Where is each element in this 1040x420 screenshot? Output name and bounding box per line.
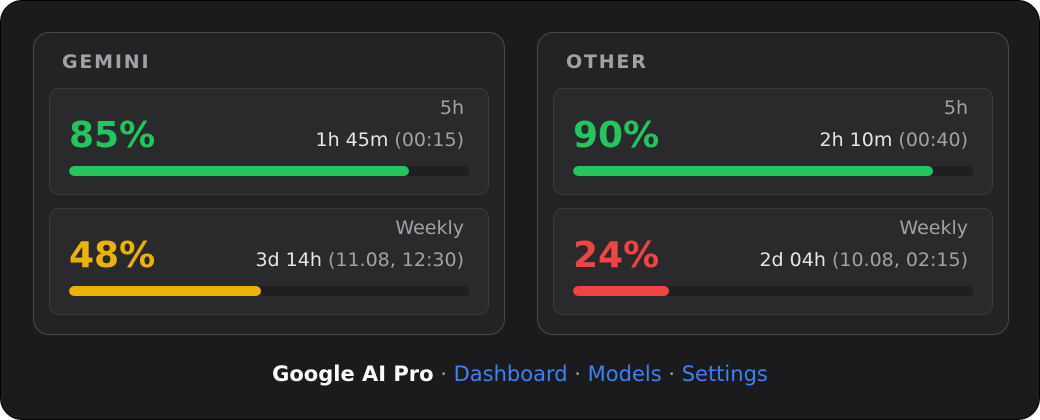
percent: 48% bbox=[69, 235, 156, 276]
progress-fill bbox=[573, 286, 669, 296]
footer-link[interactable]: Settings bbox=[681, 362, 768, 386]
panel: GEMINI 85% 5h 1h 45m (00:15) 48% Weekly 3d 14h… bbox=[33, 32, 505, 335]
footer-link[interactable]: Dashboard bbox=[453, 362, 568, 386]
limit-card: 24% Weekly 2d 04h (10.08, 02:15) bbox=[553, 208, 993, 315]
remaining-time: 2h 10m bbox=[819, 129, 893, 151]
progress-track bbox=[69, 286, 469, 296]
period: Weekly bbox=[899, 217, 968, 239]
limit-card: 85% 5h 1h 45m (00:15) bbox=[49, 88, 489, 195]
separator: · bbox=[668, 362, 676, 386]
reset-time: (11.08, 12:30) bbox=[327, 249, 464, 271]
reset-time: (00:15) bbox=[394, 129, 464, 151]
panel: OTHER 90% 5h 2h 10m (00:40) 24% Weekly 2d 04h … bbox=[537, 32, 1009, 335]
progress-fill bbox=[573, 166, 933, 176]
remaining-time: 3d 14h bbox=[255, 249, 322, 271]
remaining: 3d 14h (11.08, 12:30) bbox=[255, 249, 464, 271]
progress-track bbox=[69, 166, 469, 176]
period: Weekly bbox=[395, 217, 464, 239]
progress-fill bbox=[69, 166, 409, 176]
percent: 85% bbox=[69, 115, 156, 156]
percent: 90% bbox=[573, 115, 660, 156]
period: 5h bbox=[439, 97, 464, 119]
percent: 24% bbox=[573, 235, 660, 276]
reset-time: (10.08, 02:15) bbox=[831, 249, 968, 271]
progress-track bbox=[573, 166, 973, 176]
limit-card: 90% 5h 2h 10m (00:40) bbox=[553, 88, 993, 195]
remaining-time: 1h 45m bbox=[315, 129, 389, 151]
remaining: 1h 45m (00:15) bbox=[316, 129, 465, 151]
separator: · bbox=[574, 362, 581, 386]
separator: · bbox=[440, 362, 447, 386]
progress-fill bbox=[69, 286, 261, 296]
progress-track bbox=[573, 286, 973, 296]
footer-link[interactable]: Models bbox=[587, 362, 662, 386]
panel-title: GEMINI bbox=[62, 51, 151, 73]
period: 5h bbox=[943, 97, 968, 119]
remaining-time: 2d 04h bbox=[759, 249, 826, 271]
limit-card: 48% Weekly 3d 14h (11.08, 12:30) bbox=[49, 208, 489, 315]
brand: Google AI Pro bbox=[272, 362, 434, 386]
reset-time: (00:40) bbox=[898, 129, 968, 151]
panel-title: OTHER bbox=[566, 51, 648, 73]
remaining: 2h 10m (00:40) bbox=[820, 129, 969, 151]
footer: Google AI Pro · Dashboard · Models · Set… bbox=[1, 362, 1039, 386]
remaining: 2d 04h (10.08, 02:15) bbox=[759, 249, 968, 271]
